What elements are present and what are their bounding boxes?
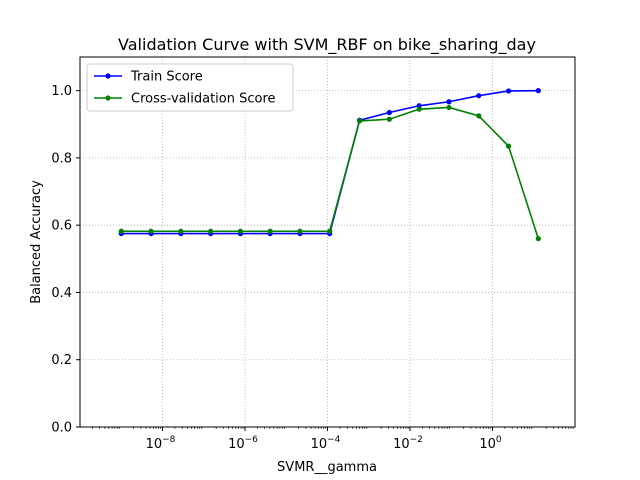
data-point <box>327 228 333 234</box>
x-tick-base: 10 <box>393 437 410 452</box>
x-tick-exponent: −6 <box>245 435 259 445</box>
y-axis-label: Balanced Accuracy <box>29 180 44 304</box>
x-tick-label: 10−8 <box>146 435 176 452</box>
y-axis-ticks: 0.0 0.2 0.4 0.6 0.8 1.0 <box>51 84 80 436</box>
y-tick-label: 1.0 <box>51 84 72 99</box>
series-1 <box>118 104 541 242</box>
data-point <box>178 228 184 234</box>
x-tick-exponent: −8 <box>162 435 176 445</box>
x-tick-base: 10 <box>228 437 245 452</box>
data-point <box>505 88 512 94</box>
data-point <box>386 109 392 116</box>
data-point <box>505 143 512 149</box>
y-tick-label: 0.0 <box>51 421 72 436</box>
y-tick-label: 0.8 <box>51 151 72 166</box>
data-point <box>535 88 541 94</box>
x-tick-label: 10−2 <box>393 435 423 452</box>
data-point <box>446 99 452 105</box>
data-point <box>237 228 244 234</box>
data-point <box>535 236 541 242</box>
data-point <box>267 228 273 234</box>
x-tick-exponent: 0 <box>496 435 502 445</box>
data-point <box>297 228 303 234</box>
data-point <box>416 106 422 112</box>
x-tick-exponent: −4 <box>327 435 341 445</box>
legend-label: Cross-validation Score <box>131 92 276 107</box>
legend-item: Cross-validation Score <box>94 92 276 107</box>
chart-title: Validation Curve with SVM_RBF on bike_sh… <box>118 35 536 55</box>
data-point <box>476 93 482 99</box>
data-point <box>148 228 154 234</box>
data-point <box>386 116 392 122</box>
data-point <box>208 228 214 234</box>
data-point <box>356 118 363 124</box>
x-tick-base: 10 <box>479 437 496 452</box>
legend-marker <box>105 95 111 101</box>
x-tick-label: 10−4 <box>311 435 341 452</box>
x-tick-base: 10 <box>146 437 163 452</box>
legend-label: Train Score <box>130 70 203 85</box>
legend: Train Score Cross-validation Score <box>86 63 294 112</box>
legend-marker <box>105 73 111 79</box>
legend-box <box>86 63 294 112</box>
x-tick-label: 10−6 <box>228 435 258 452</box>
x-tick-label: 100 <box>479 435 502 452</box>
data-point <box>118 228 124 234</box>
y-tick-label: 0.4 <box>51 286 72 301</box>
x-axis-label: SVMR__gamma <box>277 460 377 475</box>
data-point <box>446 104 452 111</box>
x-tick-base: 10 <box>311 437 328 452</box>
data-point <box>476 113 482 119</box>
x-axis-ticks: 10−8 10−6 10−4 10−2 100 <box>92 427 574 452</box>
legend-item: Train Score <box>94 70 203 85</box>
y-tick-label: 0.6 <box>51 219 72 234</box>
y-tick-label: 0.2 <box>51 353 72 368</box>
x-tick-exponent: −2 <box>410 435 423 445</box>
series-layer <box>118 88 541 242</box>
